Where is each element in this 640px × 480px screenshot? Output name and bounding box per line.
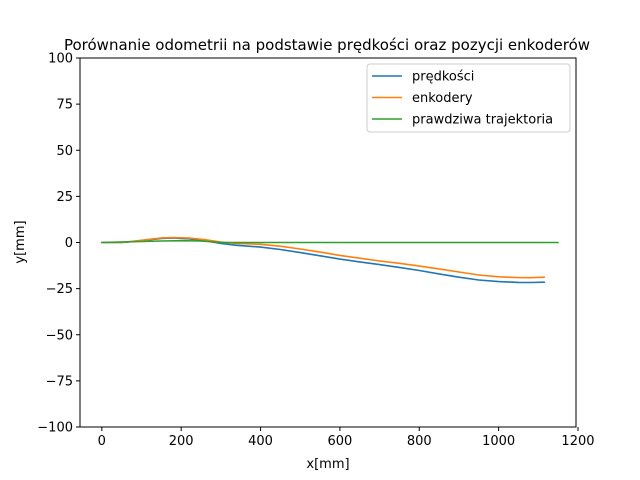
series-line-2 xyxy=(101,239,559,244)
y-axis-label: y[mm] xyxy=(13,220,28,263)
x-axis-label: x[mm] xyxy=(306,457,349,472)
y-tick-label: −100 xyxy=(37,421,73,436)
y-tick-label: −25 xyxy=(46,282,73,297)
y-tick-label: 25 xyxy=(56,190,73,205)
plot-area xyxy=(101,236,559,284)
y-tick-label: −50 xyxy=(46,328,73,343)
y-tick-label: 100 xyxy=(48,52,73,67)
legend-label-1: enkodery xyxy=(412,91,473,106)
y-tick-label: 75 xyxy=(56,98,73,113)
legend-box xyxy=(366,63,571,133)
x-tick-label: 1000 xyxy=(482,434,515,449)
series-line-1 xyxy=(101,236,546,279)
y-tick-label: −75 xyxy=(46,374,73,389)
chart-title: Porównanie odometrii na podstawie prędko… xyxy=(64,36,590,54)
x-tick-label: 800 xyxy=(407,434,432,449)
x-axis: 0 200 400 600 800 1000 1200 xyxy=(98,427,595,449)
y-tick-label: 50 xyxy=(56,144,73,159)
x-tick-label: 200 xyxy=(169,434,194,449)
legend-label-2: prawdziwa trajektoria xyxy=(412,113,553,128)
x-tick-label: 400 xyxy=(248,434,273,449)
legend-label-0: prędkości xyxy=(412,70,474,85)
y-tick-label: 0 xyxy=(65,236,73,251)
x-tick-label: 0 xyxy=(98,434,106,449)
legend: prędkości enkodery prawdziwa trajektoria xyxy=(366,63,571,133)
y-axis: 100 75 50 25 0 −25 −50 −75 −100 xyxy=(37,52,80,436)
x-tick-label: 600 xyxy=(327,434,352,449)
series-line-0 xyxy=(101,237,546,284)
x-tick-label: 1200 xyxy=(561,434,594,449)
